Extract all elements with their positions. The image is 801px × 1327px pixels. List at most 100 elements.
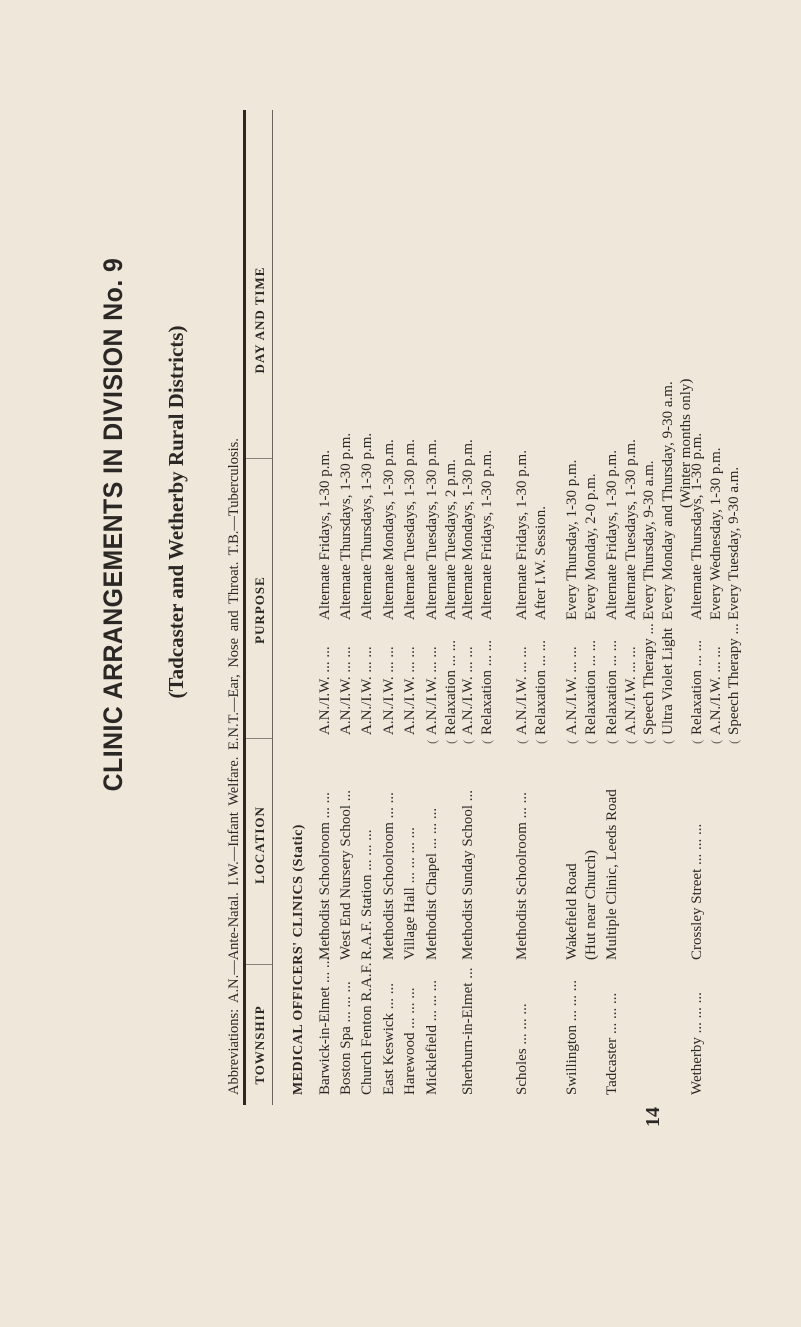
purpose-cell-line: A.N./I.W. ... ...: [338, 646, 354, 735]
day-time-cell-line: Alternate Thursdays, 1-30 p.m.: [689, 432, 705, 620]
day-time-cell: Every Thursday, 1-30 p.m. Every Monday, 2…: [563, 460, 600, 620]
location-cell-line: Methodist Sunday School ...: [460, 789, 476, 960]
township-cell-line: Tadcaster ... ... ...: [604, 992, 620, 1095]
location-cell: Methodist Sunday School ...: [459, 790, 478, 960]
page-subtitle: (Tadcaster and Wetherby Rural Districts): [164, 325, 188, 699]
township-cell: Boston Spa ... ... ...: [337, 981, 356, 1095]
township-cell-line: Barwick-in-Elmet ... ...: [317, 956, 333, 1095]
day-time-cell: Alternate Tuesdays, 1-30 p.m.: [401, 439, 420, 620]
purpose-cell-line: Relaxation ... ...: [582, 640, 601, 735]
location-cell-line: Methodist Chapel ... ... ...: [424, 807, 440, 960]
purpose-cell: A.N./I.W. ... ...: [380, 646, 399, 735]
day-time-cell-line: Alternate Thursdays, 1-30 p.m.: [338, 432, 354, 620]
township-cell: Swillington ... ... ...: [563, 980, 582, 1095]
township-cell-line: Scholes ... ... ...: [514, 1003, 530, 1095]
purpose-cell-line: Relaxation ... ...: [478, 640, 497, 735]
location-cell: Methodist Schoolroom ... ...: [380, 792, 399, 960]
day-time-cell: Alternate Tuesdays, 1-30 p.m. Alternate T…: [423, 439, 460, 620]
purpose-cell-line: A.N./I.W. ... ...: [622, 623, 641, 735]
day-time-cell-line: Alternate Mondays, 1-30 p.m.: [460, 439, 476, 620]
township-cell: Micklefield ... ... ...: [423, 980, 442, 1095]
header-rule-top: [243, 110, 246, 1105]
township-cell: Church Fenton R.A.F.: [358, 962, 377, 1095]
purpose-cell-line: A.N./I.W. ... ...: [423, 640, 442, 735]
purpose-cell-line: Relaxation ... ...: [442, 640, 461, 735]
column-header-purpose: PURPOSE: [252, 576, 267, 644]
purpose-cell-line: A.N./I.W. ... ...: [359, 646, 375, 735]
day-time-cell-line: Alternate Fridays, 1-30 p.m.: [317, 450, 333, 620]
purpose-cell-line: Speech Therapy ...: [725, 623, 744, 735]
purpose-cell: A.N./I.W. ... ...: [316, 646, 335, 735]
column-header-day-and-time: DAY AND TIME: [252, 266, 267, 374]
column-header-township: TOWNSHIP: [252, 1005, 267, 1085]
purpose-cell: A.N./I.W. ... ...: [358, 646, 377, 735]
township-cell-line: Wetherby ... ... ...: [689, 992, 705, 1095]
day-time-cell-line: Every Thursday, 9-30 a.m.: [641, 460, 657, 620]
township-cell: Sherburn-in-Elmet ...: [459, 968, 478, 1095]
purpose-cell: Relaxation ... ...A.N./I.W. ... ...Speec…: [603, 623, 677, 735]
purpose-cell: A.N./I.W. ... ...: [401, 646, 420, 735]
purpose-cell: Relaxation ... ...A.N./I.W. ... ...Speec…: [688, 623, 744, 735]
location-cell-line: Methodist Schoolroom ... ...: [317, 792, 333, 960]
township-cell-line: Sherburn-in-Elmet ...: [460, 967, 476, 1095]
day-time-cell: Alternate Thursdays, 1-30 p.m. Every Wedn…: [688, 433, 744, 620]
purpose-cell-line: Ultra Violet Light: [659, 623, 678, 735]
location-cell-line: Methodist Schoolroom ... ...: [381, 792, 397, 960]
day-time-cell-line: Alternate Tuesdays, 1-30 p.m.: [402, 439, 418, 620]
location-cell: Methodist Schoolroom ... ...: [513, 792, 532, 960]
purpose-cell-line: Relaxation ... ...: [532, 640, 551, 735]
day-time-cell: Alternate Mondays, 1-30 p.m.: [380, 439, 399, 620]
day-time-cell: Alternate Thursdays, 1-30 p.m.: [358, 433, 377, 620]
column-divider: [246, 738, 272, 739]
location-cell: Crossley Street ... ... ...: [688, 824, 707, 960]
location-cell-line: Multiple Clinic, Leeds Road: [604, 789, 620, 960]
day-time-cell-line: Every Thursday, 1-30 p.m.: [564, 459, 580, 620]
location-cell-line: R.A.F. Station ... ... ...: [359, 829, 375, 960]
location-cell: R.A.F. Station ... ... ...: [358, 830, 377, 960]
location-cell-line: Crossley Street ... ... ...: [689, 823, 705, 960]
purpose-cell: A.N./I.W. ... ...Relaxation ... ...: [513, 640, 550, 735]
purpose-cell-line: A.N./I.W. ... ...: [459, 640, 478, 735]
township-cell-line: Harewood ... ... ...: [402, 987, 418, 1095]
township-cell: Wetherby ... ... ...: [688, 992, 707, 1095]
day-time-cell-line: Alternate Tuesdays, 1-30 p.m.: [424, 439, 440, 620]
township-cell: East Keswick ... ...: [380, 983, 399, 1095]
day-time-cell-line: Alternate Fridays, 1-30 p.m.: [478, 450, 495, 620]
day-time-cell-line: Alternate Fridays, 1-30 p.m.: [514, 450, 530, 620]
purpose-cell-line: A.N./I.W. ... ...: [563, 640, 582, 735]
day-time-cell-line: Alternate Tuesdays, 1-30 p.m.: [622, 439, 639, 620]
day-time-cell-line: Every Monday and Thursday, 9-30 a.m.: [659, 381, 676, 620]
purpose-cell: A.N./I.W. ... ...Relaxation ... ...: [563, 640, 600, 735]
location-cell: Village Hall ... ... ... ...: [401, 827, 420, 960]
day-time-cell: Alternate Fridays, 1-30 p.m. Alternate Tu…: [603, 379, 696, 620]
day-time-cell: Alternate Fridays, 1-30 p.m. After I.W. S…: [513, 450, 550, 620]
column-divider: [246, 458, 272, 459]
township-cell-line: Boston Spa ... ... ...: [338, 981, 354, 1095]
location-cell: Wakefield Road (Hut near Church): [563, 850, 600, 960]
township-cell-line: East Keswick ... ...: [381, 982, 397, 1095]
location-cell: West End Nursery School ...: [337, 790, 356, 960]
day-time-cell-line: Alternate Fridays, 1-30 p.m.: [604, 450, 620, 620]
day-time-cell: Alternate Fridays, 1-30 p.m.: [316, 450, 335, 620]
purpose-cell: A.N./I.W. ... ...Relaxation ... ...: [459, 640, 496, 735]
township-cell: Tadcaster ... ... ...: [603, 993, 622, 1095]
location-cell: Methodist Chapel ... ... ...: [423, 808, 442, 960]
location-cell: Methodist Schoolroom ... ...: [316, 792, 335, 960]
purpose-cell-line: A.N./I.W. ... ...: [707, 623, 726, 735]
township-cell-line: Swillington ... ... ...: [564, 979, 580, 1095]
day-time-cell-line: Every Tuesday, 9-30 a.m.: [726, 466, 742, 620]
purpose-cell: A.N./I.W. ... ...: [337, 646, 356, 735]
day-time-cell-line: Every Wednesday, 1-30 p.m.: [707, 447, 724, 621]
township-cell-line: Micklefield ... ... ...: [424, 980, 440, 1095]
location-cell-line: Methodist Schoolroom ... ...: [514, 792, 530, 960]
location-cell-line: (Hut near Church): [582, 850, 599, 960]
abbreviations-note: Abbreviations: A.N.—Ante-Natal. I.W.—Inf…: [226, 438, 242, 1095]
day-time-cell-line: Every Monday, 2-0 p.m.: [582, 473, 599, 621]
header-rule-bottom: [272, 110, 273, 1105]
township-cell-line: Church Fenton R.A.F.: [359, 962, 375, 1095]
township-cell: Scholes ... ... ...: [513, 1003, 532, 1095]
day-time-cell-line: After I.W. Session.: [532, 505, 549, 620]
purpose-cell-line: A.N./I.W. ... ...: [513, 640, 532, 735]
purpose-cell: A.N./I.W. ... ...Relaxation ... ...: [423, 640, 460, 735]
